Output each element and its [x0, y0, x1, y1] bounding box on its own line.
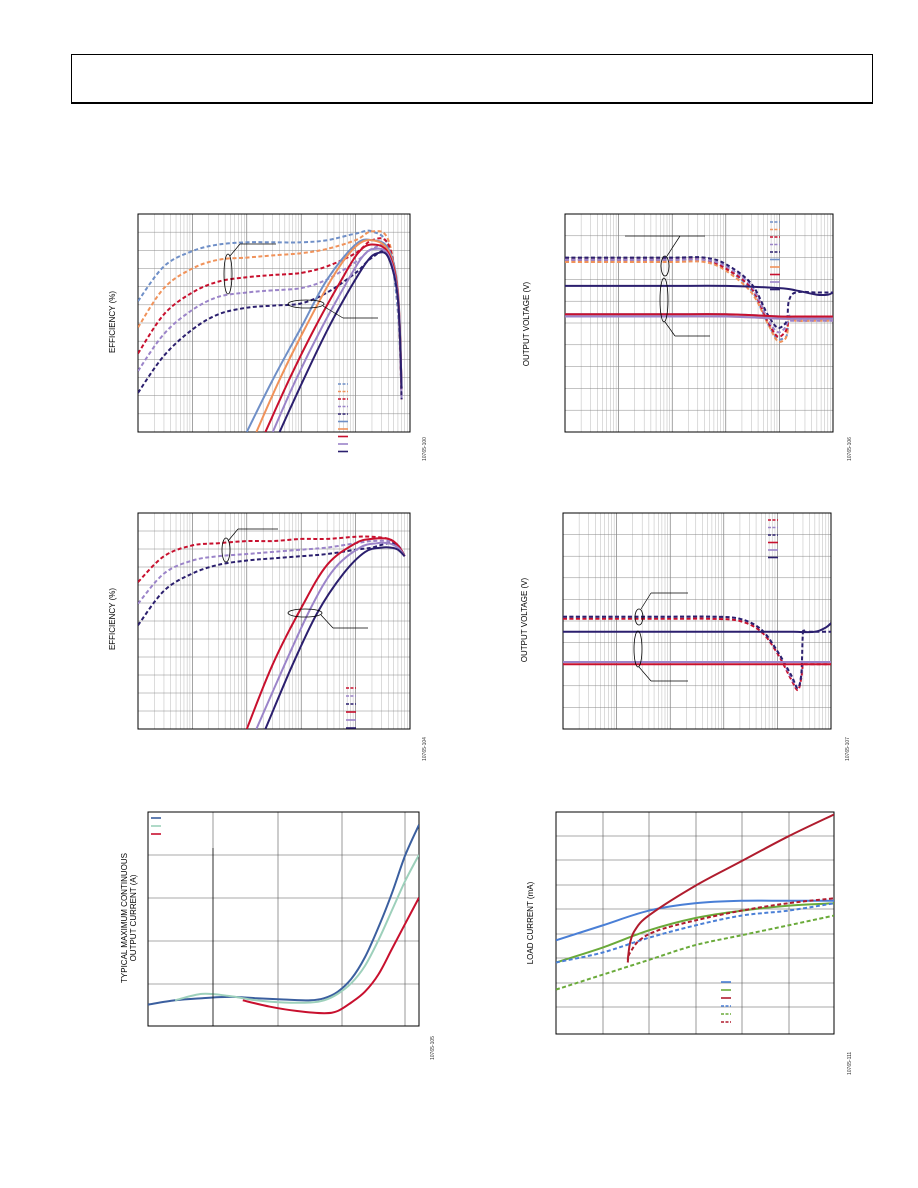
chart-max-continuous-current	[147, 811, 420, 1027]
page-header-box	[71, 54, 873, 104]
figure-id-106: 10765-106	[847, 437, 853, 461]
chart-efficiency-b	[137, 512, 411, 730]
y-axis-label-output-voltage-a: OUTPUT VOLTAGE (V)	[522, 281, 531, 367]
series-line-10	[278, 251, 403, 432]
annotations	[223, 243, 378, 319]
annotation-leader-line	[322, 305, 344, 319]
annotation-ellipse	[634, 608, 644, 626]
annotation-ellipse	[633, 630, 643, 668]
annotations	[221, 528, 368, 629]
series-line-6	[626, 897, 834, 963]
plot-frame	[137, 512, 411, 730]
legend	[770, 221, 780, 291]
series-line-9	[565, 315, 833, 320]
figure-id-100: 10765-100	[422, 437, 428, 461]
series-group	[148, 824, 419, 1015]
grid	[137, 214, 410, 432]
grid	[562, 513, 831, 729]
series-group	[138, 535, 406, 729]
grid	[147, 811, 420, 1027]
grid	[555, 811, 835, 1035]
annotation-ellipse	[659, 277, 669, 323]
series-line-3	[626, 813, 834, 961]
annotations	[625, 235, 710, 337]
series-line-1	[563, 617, 831, 692]
annotation-ellipse	[221, 537, 231, 563]
legend	[721, 981, 731, 1023]
series-line-3	[565, 258, 833, 338]
legend	[768, 519, 778, 559]
series-line-2	[565, 260, 833, 343]
annotations	[633, 592, 688, 682]
plot-frame	[564, 213, 834, 433]
plot-frame	[147, 811, 420, 1027]
plot-frame	[562, 512, 832, 730]
annotation-leader-line	[320, 614, 334, 629]
annotation-leader-line	[640, 592, 652, 610]
y-axis-label-efficiency-a: EFFICIENCY (%)	[108, 290, 117, 354]
annotation-ellipse	[660, 255, 670, 277]
legend	[346, 687, 356, 729]
figure-id-104: 10765-104	[422, 737, 428, 761]
series-line-1	[556, 899, 834, 942]
series-group	[138, 229, 403, 432]
figure-id-105: 10765-105	[430, 1036, 436, 1060]
y-axis-label-output-voltage-b: OUTPUT VOLTAGE (V)	[520, 577, 529, 663]
series-line-3	[242, 897, 419, 1015]
y-axis-label-load-current: LOAD CURRENT (mA)	[526, 881, 535, 965]
series-line-2	[556, 902, 834, 964]
grid	[564, 214, 833, 432]
annotation-leader-line	[666, 235, 681, 257]
figure-id-107: 10765-107	[845, 737, 851, 761]
plot-frame	[137, 213, 411, 433]
chart-output-voltage-a	[564, 213, 834, 433]
series-line-8	[565, 313, 833, 318]
series-line-10	[565, 284, 833, 297]
chart-efficiency-a	[137, 213, 411, 453]
legend	[151, 817, 161, 835]
annotation-leader-line	[664, 321, 676, 337]
annotation-leader-line	[227, 528, 239, 542]
series-line-4	[245, 537, 406, 729]
series-line-1	[148, 824, 419, 1006]
annotation-ellipse	[223, 253, 233, 295]
series-line-5	[138, 249, 403, 400]
series-line-3	[138, 542, 406, 626]
y-axis-label-efficiency-b: EFFICIENCY (%)	[108, 587, 117, 651]
annotation-leader-line	[229, 243, 241, 257]
series-line-5	[556, 914, 834, 991]
figure-id-111: 10765-111	[847, 1051, 853, 1075]
grid	[137, 513, 410, 729]
legend	[338, 383, 348, 453]
series-line-5	[255, 541, 406, 729]
series-line-1	[565, 258, 833, 341]
series-line-2	[138, 539, 406, 605]
series-line-2	[138, 230, 403, 400]
series-line-4	[556, 902, 834, 964]
series-group	[563, 615, 831, 692]
series-line-6	[264, 546, 406, 729]
series-line-4	[565, 258, 833, 334]
plot-frame	[555, 811, 835, 1035]
y-axis-label-max-current: TYPICAL MAXIMUM CONTINUOUS OUTPUT CURREN…	[120, 853, 138, 983]
series-line-6	[563, 622, 831, 634]
annotation-ellipse	[287, 299, 325, 309]
chart-output-voltage-b	[562, 512, 832, 730]
series-line-2	[174, 854, 419, 1004]
series-group	[565, 256, 833, 343]
annotation-leader-line	[638, 666, 652, 682]
annotation-ellipse	[287, 608, 323, 618]
series-line-3	[138, 237, 403, 400]
series-group	[556, 813, 834, 991]
series-line-5	[565, 256, 833, 330]
chart-load-current	[555, 811, 835, 1035]
